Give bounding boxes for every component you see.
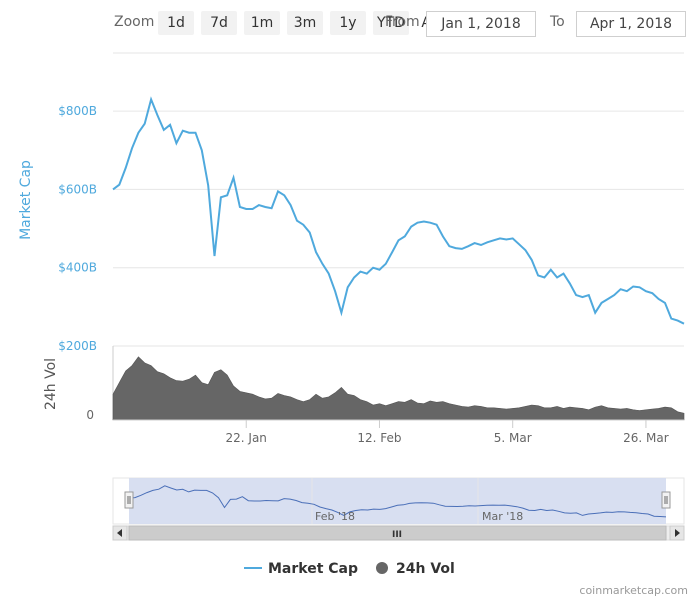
zoom-1m-button[interactable]: 1m [244, 11, 280, 35]
volume-series-area[interactable] [112, 356, 685, 421]
x-axis-ticks: 22. Jan 12. Feb 5. Mar 26. Mar [226, 420, 669, 445]
legend-market-cap-label[interactable]: Market Cap [268, 561, 358, 577]
navigator-left-handle[interactable] [124, 491, 134, 509]
legend-volume-swatch[interactable] [376, 562, 388, 574]
x-tick-label: 12. Feb [357, 431, 401, 445]
navigator-selected-range[interactable] [129, 478, 666, 524]
x-tick-label: 26. Mar [623, 431, 669, 445]
x-tick-label: 5. Mar [494, 431, 532, 445]
to-label: To [550, 14, 565, 30]
volume-y-tick-label: 0 [86, 408, 94, 422]
volume-y-axis-label: 24h Vol [43, 358, 59, 410]
price-y-tick-label: $600B [58, 182, 97, 196]
x-tick-label: 22. Jan [226, 431, 267, 445]
navigator-label-feb: Feb '18 [315, 510, 355, 523]
scrollbar-grip: III [392, 530, 402, 540]
credit-link[interactable]: coinmarketcap.com [579, 584, 688, 597]
price-y-axis-ticks: $200B $400B $600B $800B [58, 104, 97, 353]
scrollbar-left-arrow[interactable] [112, 525, 128, 541]
to-date-input[interactable]: Apr 1, 2018 [576, 11, 686, 37]
market-cap-series-line[interactable] [112, 96, 685, 325]
zoom-1y-button[interactable]: 1y [330, 11, 366, 35]
zoom-ytd-button[interactable]: YTD [373, 11, 409, 35]
zoom-7d-button[interactable]: 7d [201, 11, 237, 35]
price-gridlines [113, 52, 684, 347]
scrollbar-right-arrow[interactable] [669, 525, 685, 541]
navigator-series-line [128, 485, 667, 518]
from-label: From [385, 14, 420, 30]
price-y-tick-label: $400B [58, 261, 97, 275]
volume-y-axis-ticks: 0 [86, 408, 94, 422]
from-date-input[interactable]: Jan 1, 2018 [426, 11, 536, 37]
price-y-tick-label: $800B [58, 104, 97, 118]
navigator-label-mar: Mar '18 [482, 510, 523, 523]
zoom-1d-button[interactable]: 1d [158, 11, 194, 35]
legend-volume-label[interactable]: 24h Vol [396, 561, 455, 577]
zoom-3m-button[interactable]: 3m [287, 11, 323, 35]
price-y-axis-label: Market Cap [18, 160, 34, 240]
scrollbar-thumb[interactable] [128, 525, 667, 541]
zoom-label: Zoom [114, 14, 155, 30]
price-y-tick-label: $200B [58, 339, 97, 353]
navigator-right-handle[interactable] [661, 491, 671, 509]
